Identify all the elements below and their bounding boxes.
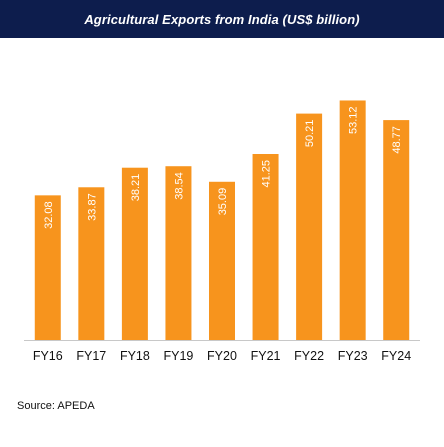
bar-fy18 xyxy=(121,167,148,340)
bar-fy22 xyxy=(296,113,323,341)
tick-label-fy18: FY18 xyxy=(120,349,150,363)
bar-fy24 xyxy=(383,120,410,340)
data-label-fy24: 48.77 xyxy=(391,126,403,154)
source-note: Source: APEDA xyxy=(17,400,95,412)
data-label-fy16: 32.08 xyxy=(43,201,55,229)
bar-fy17 xyxy=(78,187,105,340)
tick-label-fy24: FY24 xyxy=(381,349,411,363)
chart-title: Agricultural Exports from India (US$ bil… xyxy=(84,11,360,27)
data-label-fy23: 53.12 xyxy=(348,106,360,134)
data-label-fy21: 41.25 xyxy=(261,160,273,188)
bar-fy16 xyxy=(34,195,61,340)
tick-label-fy23: FY23 xyxy=(338,349,368,363)
bar-fy21 xyxy=(252,154,279,340)
bar-chart: 32.08 FY16 33.87 FY17 38.21 FY18 38.54 FY19 35.0… xyxy=(24,100,420,363)
bar-fy23 xyxy=(339,100,366,340)
tick-label-fy16: FY16 xyxy=(33,349,63,363)
chart-title-bar: Agricultural Exports from India (US$ bil… xyxy=(0,0,444,38)
tick-label-fy21: FY21 xyxy=(251,349,281,363)
bar-fy20 xyxy=(209,181,235,340)
data-label-fy18: 38.21 xyxy=(130,174,142,202)
tick-label-fy20: FY20 xyxy=(207,349,237,363)
data-label-fy22: 50.21 xyxy=(304,120,316,148)
data-label-fy17: 33.87 xyxy=(86,193,98,221)
tick-label-fy19: FY19 xyxy=(163,349,193,363)
bar-fy19 xyxy=(165,166,192,340)
tick-label-fy22: FY22 xyxy=(294,349,324,363)
tick-label-fy17: FY17 xyxy=(76,349,106,363)
data-label-fy19: 38.54 xyxy=(173,172,185,200)
data-label-fy20: 35.09 xyxy=(217,188,229,216)
